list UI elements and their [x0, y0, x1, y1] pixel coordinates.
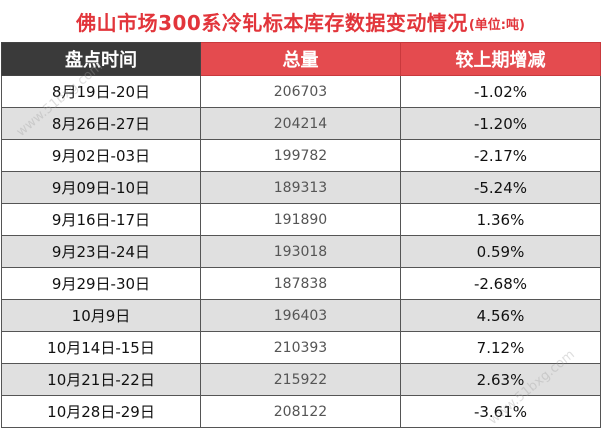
inventory-table: 盘点时间 总量 较上期增减 8月19日-20日 206703 -1.02% 8月… [1, 42, 601, 428]
cell-period: 10月28日-29日 [1, 395, 201, 428]
cell-change: 4.56% [400, 299, 601, 332]
title-unit: (单位:吨) [468, 17, 525, 33]
cell-change: 0.59% [400, 235, 601, 268]
header-change: 较上期增减 [400, 42, 601, 76]
cell-change: -5.24% [400, 171, 601, 204]
cell-change: -2.68% [400, 267, 601, 300]
cell-change: -1.02% [400, 75, 601, 108]
header-period: 盘点时间 [1, 42, 201, 76]
cell-period: 9月09日-10日 [1, 171, 201, 204]
cell-period: 9月29日-30日 [1, 267, 201, 300]
cell-total: 193018 [200, 235, 401, 268]
table-row: 10月14日-15日 210393 7.12% [1, 331, 601, 364]
table-row: 8月26日-27日 204214 -1.20% [1, 107, 601, 140]
cell-total: 206703 [200, 75, 401, 108]
cell-total: 191890 [200, 203, 401, 236]
cell-period: 9月23日-24日 [1, 235, 201, 268]
table-row: 9月09日-10日 189313 -5.24% [1, 171, 601, 204]
table-row: 8月19日-20日 206703 -1.02% [1, 75, 601, 108]
table-row: 9月02日-03日 199782 -2.17% [1, 139, 601, 172]
cell-total: 189313 [200, 171, 401, 204]
title-main: 佛山市场300系冷轧标本库存数据变动情况 [76, 10, 468, 35]
cell-change: 2.63% [400, 363, 601, 396]
cell-period: 10月21日-22日 [1, 363, 201, 396]
cell-change: -2.17% [400, 139, 601, 172]
cell-period: 8月26日-27日 [1, 107, 201, 140]
cell-change: -3.61% [400, 395, 601, 428]
cell-period: 9月02日-03日 [1, 139, 201, 172]
table-row: 9月16日-17日 191890 1.36% [1, 203, 601, 236]
cell-period: 8月19日-20日 [1, 75, 201, 108]
cell-change: 7.12% [400, 331, 601, 364]
cell-period: 10月9日 [1, 299, 201, 332]
header-total: 总量 [200, 42, 401, 76]
table-row: 10月21日-22日 215922 2.63% [1, 363, 601, 396]
cell-change: -1.20% [400, 107, 601, 140]
cell-total: 204214 [200, 107, 401, 140]
table-header-row: 盘点时间 总量 较上期增减 [1, 42, 601, 76]
cell-total: 187838 [200, 267, 401, 300]
cell-period: 9月16日-17日 [1, 203, 201, 236]
cell-period: 10月14日-15日 [1, 331, 201, 364]
cell-total: 199782 [200, 139, 401, 172]
cell-total: 215922 [200, 363, 401, 396]
table-row: 9月29日-30日 187838 -2.68% [1, 267, 601, 300]
cell-total: 210393 [200, 331, 401, 364]
table-row: 9月23日-24日 193018 0.59% [1, 235, 601, 268]
cell-total: 208122 [200, 395, 401, 428]
cell-change: 1.36% [400, 203, 601, 236]
cell-total: 196403 [200, 299, 401, 332]
table-row: 10月28日-29日 208122 -3.61% [1, 395, 601, 428]
table-row: 10月9日 196403 4.56% [1, 299, 601, 332]
page-title: 佛山市场300系冷轧标本库存数据变动情况 (单位:吨) [0, 0, 601, 42]
